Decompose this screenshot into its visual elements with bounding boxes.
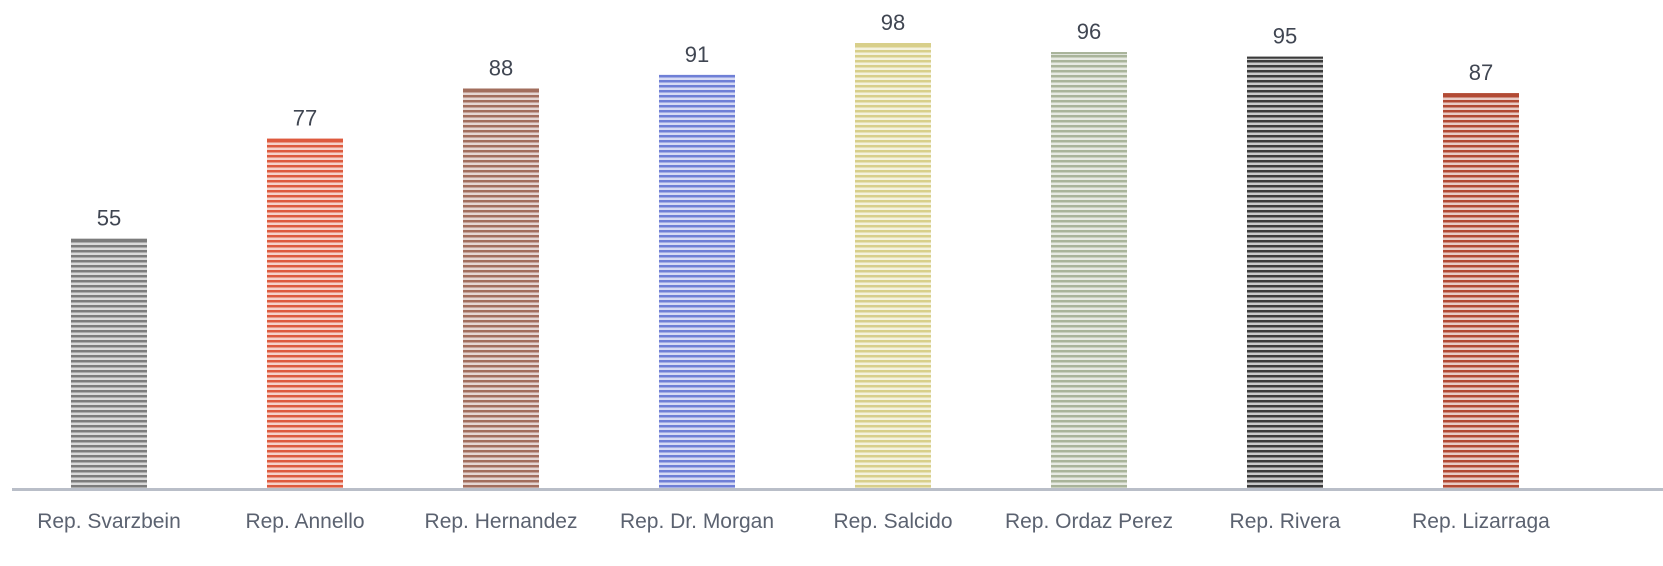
data-label: 96 [1077, 19, 1101, 44]
x-tick-label: Rep. Salcido [833, 510, 952, 533]
data-label: 87 [1469, 60, 1493, 85]
x-tick-label: Rep. Hernandez [425, 510, 578, 533]
data-label: 91 [685, 42, 709, 67]
data-label: 95 [1273, 24, 1297, 49]
data-labels-layer: 55 77 88 91 98 96 95 87 [97, 10, 1493, 231]
bar-4 [659, 74, 735, 490]
bar-1 [71, 238, 147, 489]
bar-top-edge [267, 138, 343, 141]
data-label: 98 [881, 10, 905, 35]
x-tick-label: Rep. Ordaz Perez [1005, 510, 1173, 533]
bar-top-edge [1443, 93, 1519, 96]
bar-top-edge [1051, 52, 1127, 55]
data-label: 88 [489, 56, 513, 81]
data-label: 77 [293, 106, 317, 131]
x-tick-label: Rep. Lizarraga [1412, 510, 1550, 533]
data-label: 55 [97, 206, 121, 231]
bar-8 [1443, 93, 1519, 489]
bar-top-edge [463, 88, 539, 91]
bar-top-edge [855, 43, 931, 45]
bar-top-edge [71, 238, 147, 241]
bar-6 [1051, 52, 1127, 489]
x-tick-label: Rep. Rivera [1230, 510, 1341, 533]
x-tick-label: Rep. Dr. Morgan [620, 510, 774, 533]
bars-layer [71, 43, 1519, 490]
x-tick-labels-layer: Rep. Svarzbein Rep. Annello Rep. Hernandez… [37, 510, 1550, 533]
bar-7 [1247, 56, 1323, 489]
bar-2 [267, 138, 343, 489]
bar-top-edge [1247, 56, 1323, 59]
x-tick-label: Rep. Annello [245, 510, 364, 533]
bar-5 [855, 43, 931, 489]
bar-3 [463, 88, 539, 489]
x-tick-label: Rep. Svarzbein [37, 510, 181, 533]
bar-top-edge [659, 74, 735, 77]
